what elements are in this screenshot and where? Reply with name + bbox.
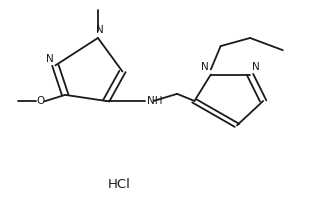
Text: NH: NH [147,96,162,106]
Text: O: O [36,96,44,106]
Text: N: N [252,62,259,71]
Text: N: N [201,62,209,71]
Text: N: N [96,25,103,35]
Text: HCl: HCl [108,178,131,191]
Text: N: N [46,54,54,64]
